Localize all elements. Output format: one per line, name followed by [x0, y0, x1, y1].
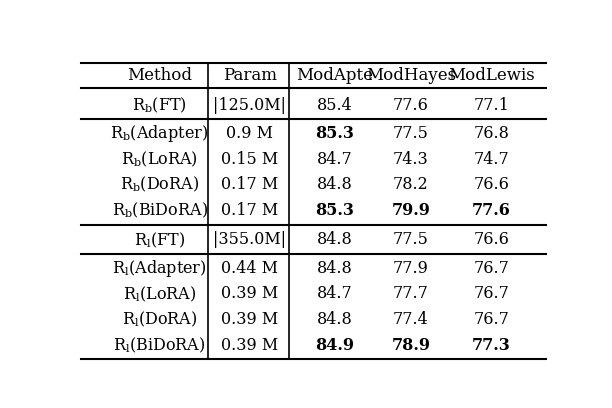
Text: 85.3: 85.3 [316, 125, 354, 142]
Text: 77.3: 77.3 [472, 337, 511, 354]
Text: 77.6: 77.6 [393, 97, 429, 114]
Text: 77.5: 77.5 [393, 231, 429, 248]
Text: Method: Method [127, 67, 192, 84]
Text: ModHayes: ModHayes [366, 67, 456, 84]
Text: 76.6: 76.6 [474, 176, 509, 193]
Text: 0.39 M: 0.39 M [221, 311, 278, 328]
Text: 76.6: 76.6 [474, 231, 509, 248]
Text: 76.7: 76.7 [474, 286, 509, 302]
Text: 84.9: 84.9 [316, 337, 354, 354]
Text: 84.7: 84.7 [317, 286, 353, 302]
Text: $\mathregular{R_l}$(Adapter): $\mathregular{R_l}$(Adapter) [112, 258, 207, 279]
Text: 0.17 M: 0.17 M [221, 176, 278, 193]
Text: $\mathregular{R_b}$(FT): $\mathregular{R_b}$(FT) [132, 95, 187, 115]
Text: 79.9: 79.9 [392, 202, 430, 219]
Text: 76.8: 76.8 [474, 125, 509, 142]
Text: 0.39 M: 0.39 M [221, 337, 278, 354]
Text: 76.7: 76.7 [474, 311, 509, 328]
Text: 77.5: 77.5 [393, 125, 429, 142]
Text: 78.2: 78.2 [393, 176, 429, 193]
Text: $\mathregular{R_l}$(BiDoRA): $\mathregular{R_l}$(BiDoRA) [113, 336, 206, 355]
Text: 77.4: 77.4 [393, 311, 429, 328]
Text: $\mathregular{R_l}$(FT): $\mathregular{R_l}$(FT) [134, 230, 185, 250]
Text: 84.8: 84.8 [317, 231, 353, 248]
Text: ModLewis: ModLewis [448, 67, 535, 84]
Text: 84.8: 84.8 [317, 260, 353, 277]
Text: 74.7: 74.7 [474, 151, 509, 168]
Text: 85.3: 85.3 [316, 202, 354, 219]
Text: |125.0M|: |125.0M| [213, 97, 286, 114]
Text: 0.44 M: 0.44 M [221, 260, 278, 277]
Text: 0.17 M: 0.17 M [221, 202, 278, 219]
Text: |355.0M|: |355.0M| [213, 231, 286, 248]
Text: $\mathregular{R_b}$(DoRA): $\mathregular{R_b}$(DoRA) [120, 175, 199, 195]
Text: $\mathregular{R_b}$(LoRA): $\mathregular{R_b}$(LoRA) [121, 149, 198, 169]
Text: $\mathregular{R_l}$(DoRA): $\mathregular{R_l}$(DoRA) [122, 310, 197, 329]
Text: 84.8: 84.8 [317, 311, 353, 328]
Text: 78.9: 78.9 [392, 337, 430, 354]
Text: 77.1: 77.1 [474, 97, 509, 114]
Text: 74.3: 74.3 [393, 151, 429, 168]
Text: $\mathregular{R_l}$(LoRA): $\mathregular{R_l}$(LoRA) [123, 284, 196, 304]
Text: 84.7: 84.7 [317, 151, 353, 168]
Text: 84.8: 84.8 [317, 176, 353, 193]
Text: $\mathregular{R_b}$(Adapter): $\mathregular{R_b}$(Adapter) [110, 123, 209, 144]
Text: 77.7: 77.7 [393, 286, 429, 302]
Text: 77.9: 77.9 [393, 260, 429, 277]
Text: 0.9 M: 0.9 M [226, 125, 273, 142]
Text: 0.39 M: 0.39 M [221, 286, 278, 302]
Text: 85.4: 85.4 [317, 97, 353, 114]
Text: 77.6: 77.6 [472, 202, 511, 219]
Text: $\mathregular{R_b}$(BiDoRA): $\mathregular{R_b}$(BiDoRA) [111, 201, 207, 220]
Text: 76.7: 76.7 [474, 260, 509, 277]
Text: Param: Param [223, 67, 277, 84]
Text: 0.15 M: 0.15 M [221, 151, 278, 168]
Text: ModApte: ModApte [296, 67, 373, 84]
